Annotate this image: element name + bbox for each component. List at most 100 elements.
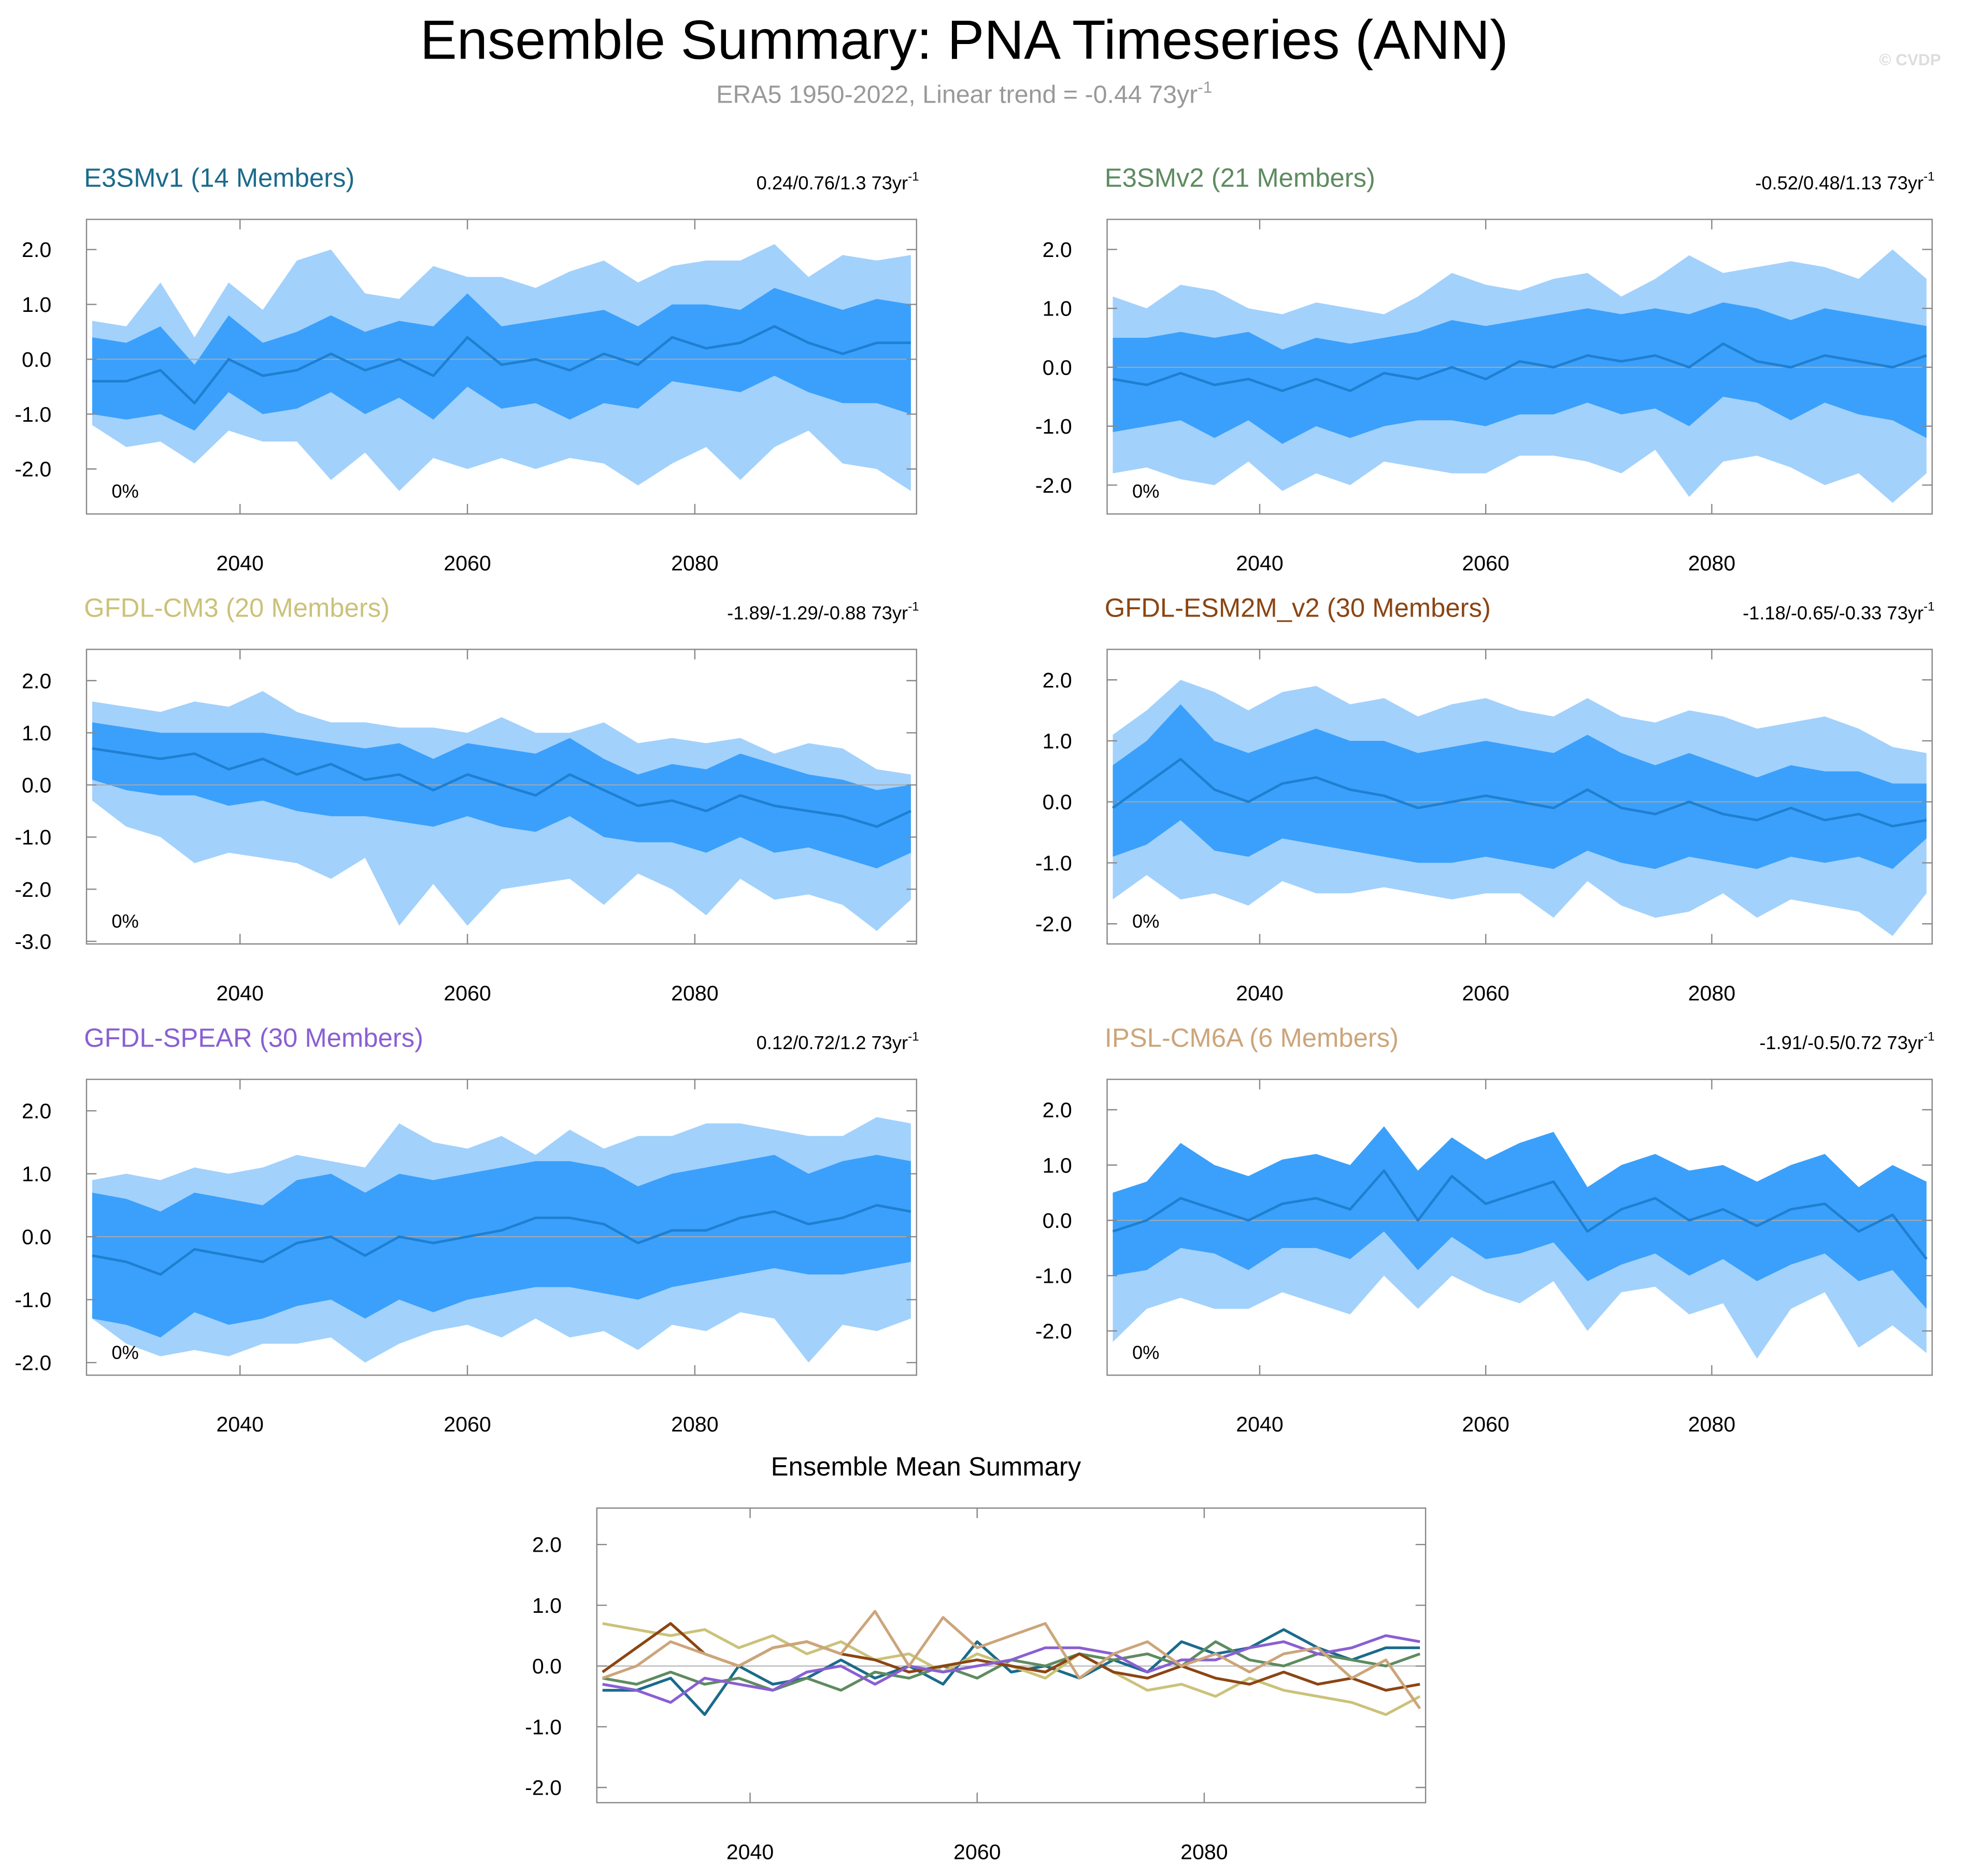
trend-sup: -1 xyxy=(1924,1029,1935,1043)
panel-title: GFDL-ESM2M_v2 (30 Members) xyxy=(1105,593,1491,622)
percent-note: 0% xyxy=(111,481,138,502)
subtitle-text: ERA5 1950-2022, Linear trend = -0.44 73y… xyxy=(716,80,1198,108)
x-tick-label: 2060 xyxy=(953,1840,1001,1864)
plot-frame xyxy=(1106,649,1933,945)
panel-title: Ensemble Mean Summary xyxy=(771,1452,1081,1481)
y-tick-label: 2.0 xyxy=(1043,668,1072,692)
ensemble-mean-line xyxy=(92,325,911,405)
plot-area xyxy=(596,1508,1426,1803)
percent-note: 0% xyxy=(111,911,138,932)
subtitle-sup: -1 xyxy=(1198,78,1212,96)
y-tick-label: 0.0 xyxy=(1043,790,1072,814)
y-tick-label: 2.0 xyxy=(1043,238,1072,262)
y-tick-label: -1.0 xyxy=(1035,1264,1072,1288)
y-tick-label: 2.0 xyxy=(22,1099,51,1123)
x-tick-label: 2040 xyxy=(726,1840,774,1864)
x-tick-label: 2060 xyxy=(444,551,491,575)
percent-note: 0% xyxy=(1132,1342,1159,1363)
y-tick-label: -1.0 xyxy=(15,825,51,849)
spread-band xyxy=(1113,302,1927,444)
trend-label: -0.52/0.48/1.13 73yr-1 xyxy=(1755,169,1934,193)
x-tick-label: 2040 xyxy=(1236,981,1284,1005)
model-mean-line xyxy=(602,1610,1421,1710)
trend-text: 0.12/0.72/1.2 73yr xyxy=(757,1032,908,1053)
credit: © CVDP xyxy=(1879,51,1941,69)
y-tick-label: 0.0 xyxy=(22,1225,51,1249)
x-tick-label: 2060 xyxy=(1462,1412,1509,1436)
plot-frame xyxy=(86,219,917,515)
x-tick-label: 2040 xyxy=(216,981,264,1005)
trend-label: 0.24/0.76/1.3 73yr-1 xyxy=(757,169,919,193)
x-tick-label: 2080 xyxy=(1688,1412,1736,1436)
trend-label: -1.18/-0.65/-0.33 73yr-1 xyxy=(1743,599,1934,623)
y-tick-label: 1.0 xyxy=(1043,297,1072,321)
panel-title: E3SMv1 (14 Members) xyxy=(84,163,354,193)
y-tick-label: -2.0 xyxy=(15,457,51,481)
ensemble-mean-line xyxy=(1113,342,1927,392)
plot-frame xyxy=(86,649,917,945)
spread-band xyxy=(1113,1126,1927,1309)
x-tick-label: 2080 xyxy=(1688,981,1736,1005)
x-tick-label: 2060 xyxy=(444,981,491,1005)
ensemble-mean-line xyxy=(1112,1169,1928,1260)
percent-note: 0% xyxy=(1132,481,1159,502)
spread-band xyxy=(92,1155,911,1338)
percent-note: 0% xyxy=(111,1342,138,1363)
y-tick-label: 2.0 xyxy=(532,1533,562,1557)
y-tick-label: -2.0 xyxy=(1035,474,1072,497)
y-tick-label: -3.0 xyxy=(15,929,51,953)
ensemble-mean-line xyxy=(92,1204,911,1276)
y-tick-label: 1.0 xyxy=(1043,1153,1072,1177)
panel-title: GFDL-SPEAR (30 Members) xyxy=(84,1023,423,1052)
panel-title: E3SMv2 (21 Members) xyxy=(1105,163,1375,193)
trend-sup: -1 xyxy=(1924,599,1935,613)
trend-sup: -1 xyxy=(1924,169,1935,183)
trend-sup: -1 xyxy=(908,1029,919,1043)
spread-band xyxy=(1113,704,1927,869)
x-tick-label: 2080 xyxy=(671,1412,719,1436)
y-tick-label: -2.0 xyxy=(15,878,51,901)
trend-text: 0.24/0.76/1.3 73yr xyxy=(757,172,908,193)
y-tick-label: -2.0 xyxy=(1035,912,1072,936)
y-tick-label: 1.0 xyxy=(1043,729,1072,753)
spread-band xyxy=(92,722,911,869)
x-tick-label: 2080 xyxy=(671,551,719,575)
y-tick-label: 0.0 xyxy=(22,348,51,371)
y-tick-label: -1.0 xyxy=(15,403,51,426)
y-tick-label: 0.0 xyxy=(1043,355,1072,379)
x-tick-label: 2060 xyxy=(1462,981,1509,1005)
x-tick-label: 2040 xyxy=(216,551,264,575)
x-tick-label: 2060 xyxy=(1462,551,1509,575)
y-tick-label: 0.0 xyxy=(1043,1209,1072,1233)
y-tick-label: 0.0 xyxy=(532,1654,562,1678)
trend-label: -1.91/-0.5/0.72 73yr-1 xyxy=(1759,1029,1934,1053)
ensemble-mean-line xyxy=(92,747,911,828)
percent-note: 0% xyxy=(1132,911,1159,932)
trend-text: -0.52/0.48/1.13 73yr xyxy=(1755,172,1924,193)
y-tick-label: -1.0 xyxy=(15,1288,51,1312)
x-tick-label: 2060 xyxy=(444,1412,491,1436)
trend-text: -1.89/-1.29/-0.88 73yr xyxy=(727,602,908,623)
x-tick-label: 2080 xyxy=(1180,1840,1228,1864)
trend-label: -1.89/-1.29/-0.88 73yr-1 xyxy=(727,599,919,623)
trend-sup: -1 xyxy=(908,599,919,613)
x-tick-label: 2040 xyxy=(1236,551,1284,575)
y-tick-label: 0.0 xyxy=(22,774,51,797)
trend-label: 0.12/0.72/1.2 73yr-1 xyxy=(757,1029,919,1053)
y-tick-label: -2.0 xyxy=(525,1776,562,1800)
y-tick-label: 1.0 xyxy=(532,1594,562,1617)
trend-text: -1.18/-0.65/-0.33 73yr xyxy=(1743,602,1924,623)
y-tick-label: 1.0 xyxy=(22,293,51,317)
y-tick-label: -2.0 xyxy=(1035,1319,1072,1343)
trend-text: -1.91/-0.5/0.72 73yr xyxy=(1759,1032,1924,1053)
y-tick-label: -1.0 xyxy=(525,1715,562,1739)
plot-frame xyxy=(86,1079,917,1376)
y-tick-label: 1.0 xyxy=(22,721,51,745)
page-title: Ensemble Summary: PNA Timeseries (ANN) xyxy=(420,9,1508,71)
y-tick-label: -1.0 xyxy=(1035,851,1072,875)
x-tick-label: 2040 xyxy=(1236,1412,1284,1436)
x-tick-label: 2080 xyxy=(671,981,719,1005)
y-tick-label: -1.0 xyxy=(1035,414,1072,438)
